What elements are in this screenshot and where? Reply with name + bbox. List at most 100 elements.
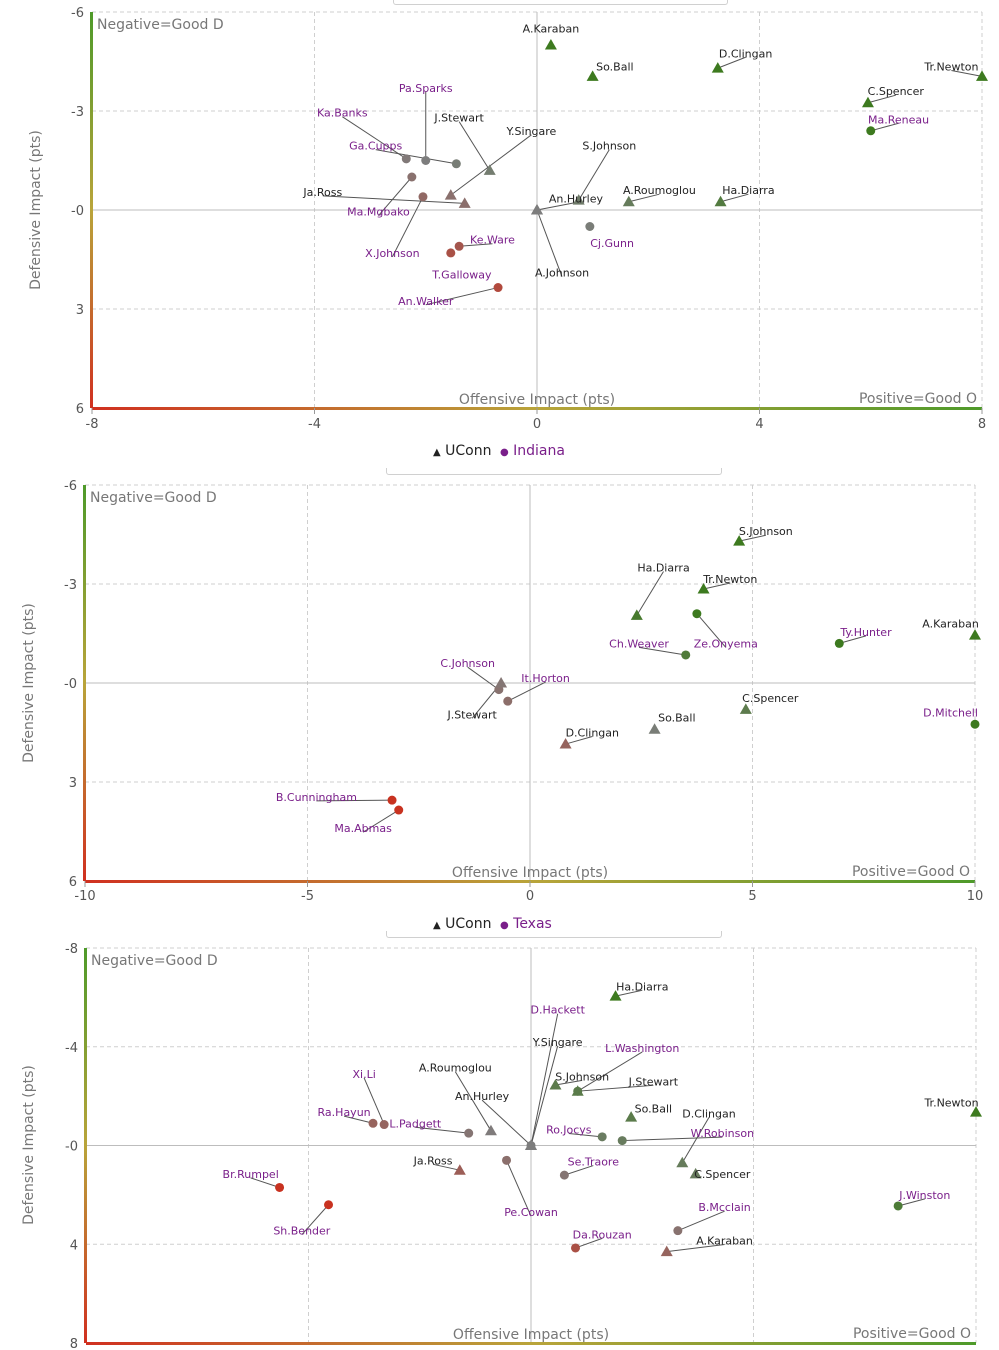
leader-line-d-clingan bbox=[565, 736, 593, 745]
legend-uconn-label[interactable]: UConn bbox=[445, 916, 492, 932]
marker-ke-ware bbox=[454, 241, 464, 251]
marker-a-roumoglou bbox=[622, 195, 635, 207]
marker-ma-mgbako bbox=[407, 172, 417, 182]
point-label-d-hackett: D.Hackett bbox=[530, 1004, 585, 1017]
leader-line-xi-li bbox=[363, 1077, 385, 1125]
point-label-se-traore: Se.Traore bbox=[568, 1156, 620, 1169]
point-label-s-johnson: S.Johnson bbox=[555, 1070, 609, 1083]
legend-opponent-label[interactable]: Texas bbox=[513, 916, 552, 932]
point-label-br-rumpel: Br.Rumpel bbox=[223, 1168, 279, 1181]
point-label-l-washington: L.Washington bbox=[605, 1042, 679, 1055]
point-label-a-roumoglou: A.Roumoglou bbox=[419, 1062, 492, 1075]
top-legend-rule bbox=[393, 0, 728, 5]
marker-a-karaban bbox=[544, 39, 557, 50]
opponent-marker-icon: ● bbox=[499, 447, 509, 458]
leader-line-l-washington bbox=[577, 1051, 643, 1092]
marker-w-robinson bbox=[617, 1136, 627, 1146]
marker-ha-diarra bbox=[630, 609, 643, 620]
point-label-ha-diarra: Ha.Diarra bbox=[722, 184, 774, 197]
point-label-ma-abmas: Ma.Abmas bbox=[334, 822, 392, 835]
leader-line-ty-hunter bbox=[839, 635, 867, 644]
marker-x-johnson bbox=[418, 192, 428, 202]
marker-a-karaban bbox=[660, 1245, 673, 1257]
point-label-b-cunningham: B.Cunningham bbox=[276, 791, 357, 804]
marker-s-johnson bbox=[733, 535, 746, 546]
marker-tr-newton bbox=[697, 582, 710, 594]
corner-label-good-defense: Negative=Good D bbox=[97, 17, 224, 33]
leader-line-ch-weaver bbox=[638, 646, 686, 656]
point-label-t-galloway: T.Galloway bbox=[431, 268, 492, 281]
marker-a-roumoglou bbox=[484, 1124, 497, 1136]
x-tick-label: 8 bbox=[978, 417, 986, 432]
marker-ma-reneau bbox=[866, 126, 876, 136]
marker-ja-ross bbox=[458, 197, 471, 208]
leader-line-j-stewart bbox=[458, 121, 491, 171]
leader-line-s-johnson bbox=[578, 149, 610, 201]
marker-cj-gunn bbox=[585, 222, 595, 231]
leader-line-l-padgett bbox=[415, 1126, 469, 1134]
chart-uconn-vs-texas-1: -6 -3 -0 3 6-10 -5 0 5 10 Defensive Impact (pts) O… bbox=[21, 479, 983, 904]
y-tick-label: 8 bbox=[70, 1337, 78, 1350]
leader-line-d-clingan bbox=[717, 56, 746, 69]
marker-ha-diarra bbox=[609, 990, 622, 1001]
marker-xi-li bbox=[379, 1120, 389, 1130]
leader-line-it-horton bbox=[507, 681, 546, 702]
x-tick-label: 0 bbox=[533, 417, 541, 432]
leader-line-s-johnson bbox=[739, 534, 766, 542]
point-label-ma-mgbako: Ma.Mgbako bbox=[347, 206, 410, 219]
leader-line-c-johnson bbox=[467, 666, 500, 691]
leader-line-b-mcclain bbox=[677, 1210, 725, 1232]
marker-j-stewart bbox=[483, 164, 496, 175]
chart-uconn-vs-texas-2: -8 -4 -0 4 8 Defensive Impact (pts) Offensive … bbox=[21, 942, 982, 1350]
point-label-ra-hayun: Ra.Hayun bbox=[318, 1106, 371, 1119]
marker-pa-sparks bbox=[421, 156, 431, 165]
point-label-ch-weaver: Ch.Weaver bbox=[609, 637, 669, 650]
leader-line-ja-ross bbox=[322, 195, 465, 204]
leader-line-ma-abmas bbox=[362, 809, 399, 833]
marker-d-clingan bbox=[711, 62, 724, 73]
leader-line-ro-jocys bbox=[568, 1132, 603, 1138]
leader-line-d-clingan bbox=[681, 1117, 710, 1164]
point-label-d-clingan: D.Clingan bbox=[682, 1107, 735, 1120]
marker-it-horton bbox=[503, 696, 513, 706]
point-label-b-mcclain: B.Mcclain bbox=[698, 1201, 750, 1214]
point-label-d-mitchell: D.Mitchell bbox=[923, 707, 978, 720]
y-tick-label: 3 bbox=[76, 303, 84, 318]
marker-ka-banks bbox=[401, 154, 411, 164]
marker-t-galloway bbox=[446, 248, 456, 258]
legend-uconn-vs-texas: ▲ UConn ● Texas bbox=[433, 916, 552, 932]
marker-ch-weaver bbox=[681, 650, 691, 660]
leader-line-ha-diarra bbox=[720, 193, 749, 203]
marker-sh-bender bbox=[324, 1200, 334, 1210]
legend-opponent-label[interactable]: Indiana bbox=[513, 443, 565, 459]
point-label-tr-newton: Tr.Newton bbox=[923, 60, 978, 73]
leader-line-c-spencer bbox=[867, 94, 896, 104]
leader-line-ra-hayun bbox=[343, 1115, 374, 1124]
point-label-it-horton: It.Horton bbox=[521, 672, 570, 685]
leader-line-a-roumoglou bbox=[454, 1071, 492, 1131]
leader-line-ma-mgbako bbox=[378, 176, 413, 216]
marker-y-singare bbox=[444, 189, 457, 200]
y-tick-label: -6 bbox=[64, 479, 77, 494]
x-axis-line bbox=[86, 1342, 976, 1345]
legend-uconn-label[interactable]: UConn bbox=[445, 443, 492, 459]
point-label-d-clingan: D.Clingan bbox=[566, 727, 619, 740]
y-tick-label: -0 bbox=[71, 204, 84, 219]
y-tick-label: -0 bbox=[65, 1140, 78, 1155]
marker-ja-ross bbox=[453, 1164, 466, 1175]
point-label-ga-cupps: Ga.Cupps bbox=[349, 140, 402, 153]
marker-se-traore bbox=[559, 1170, 569, 1180]
point-label-w-robinson: W.Robinson bbox=[691, 1127, 754, 1140]
x-tick-label: -5 bbox=[301, 889, 314, 904]
leader-line-se-traore bbox=[564, 1165, 594, 1176]
point-label-a-karaban: A.Karaban bbox=[696, 1235, 753, 1248]
marker-b-cunningham bbox=[387, 795, 397, 805]
y-axis-label: Defensive Impact (pts) bbox=[21, 603, 37, 763]
point-label-ze-onyema: Ze.Onyema bbox=[694, 637, 758, 650]
point-label-c-spencer: C.Spencer bbox=[742, 692, 799, 705]
y-tick-label: -3 bbox=[64, 578, 77, 593]
marker-an-walker bbox=[493, 283, 503, 293]
corner-label-good-defense: Negative=Good D bbox=[90, 490, 217, 506]
point-label-ty-hunter: Ty.Hunter bbox=[839, 626, 892, 639]
marker-so-ball bbox=[586, 70, 599, 81]
